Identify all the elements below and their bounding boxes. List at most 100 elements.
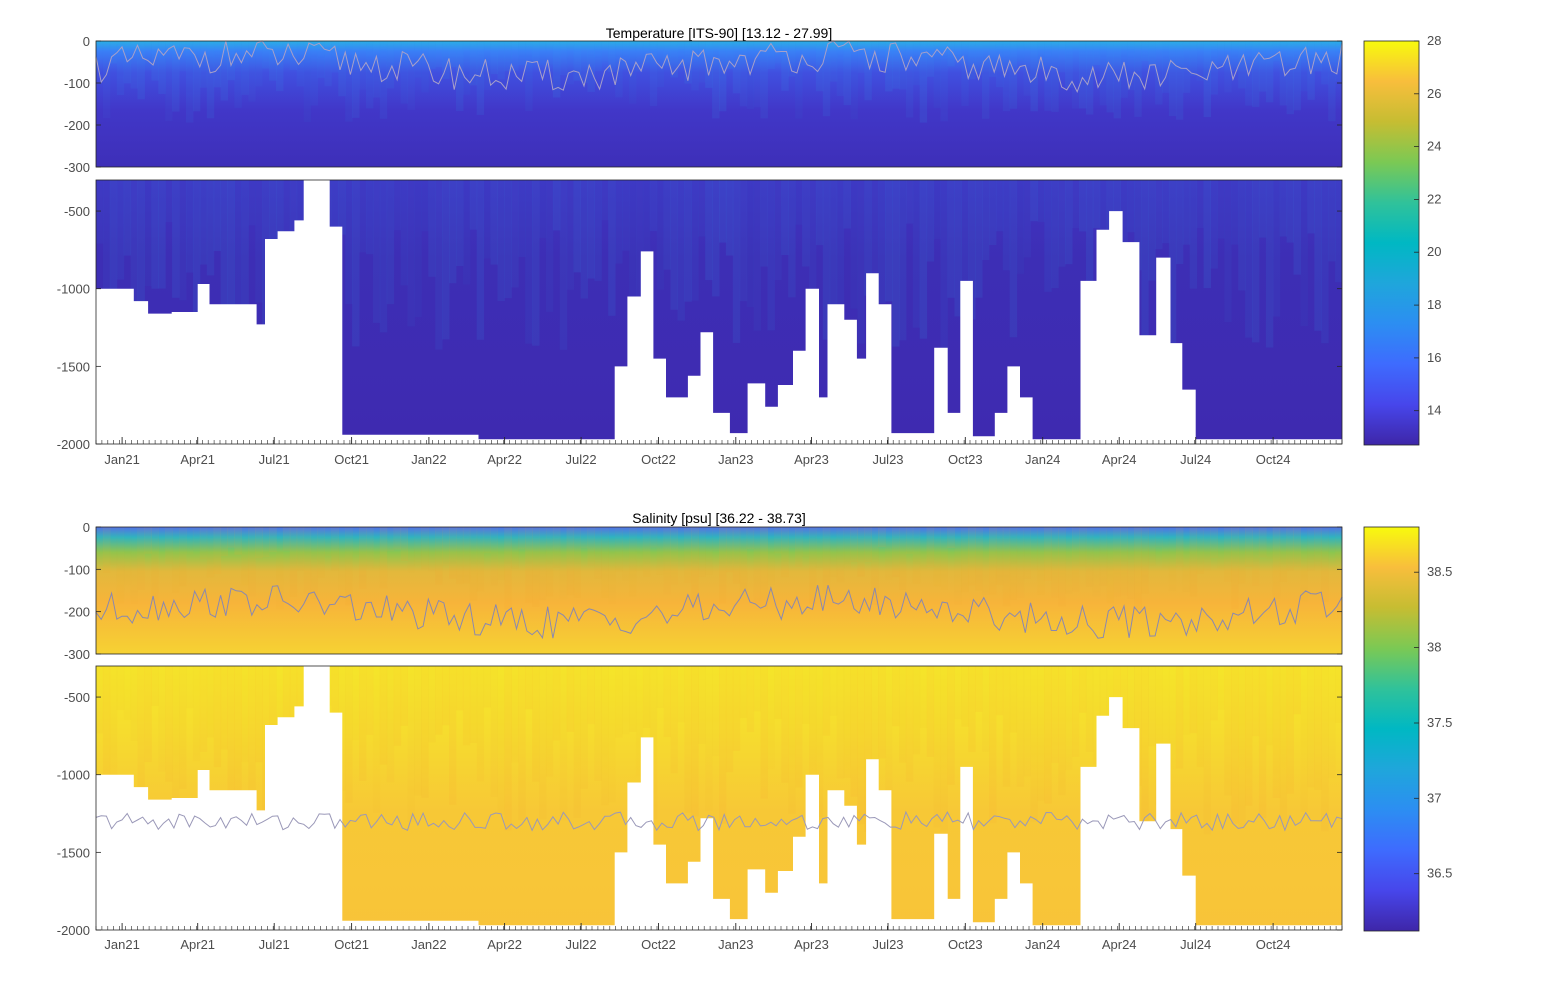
texture-stripe xyxy=(192,41,201,112)
texture-stripe xyxy=(1314,666,1322,790)
texture-stripe xyxy=(1134,41,1142,117)
texture-stripe xyxy=(192,666,201,762)
texture-stripe xyxy=(248,180,256,226)
y-tick-label: -500 xyxy=(64,204,90,219)
texture-stripe xyxy=(1189,41,1198,76)
texture-stripe xyxy=(303,527,312,594)
texture-stripe xyxy=(1335,180,1343,283)
texture-stripe xyxy=(400,527,408,562)
texture-stripe xyxy=(975,666,983,712)
texture-stripe xyxy=(1058,527,1066,607)
texture-stripe xyxy=(926,180,935,262)
texture-stripe xyxy=(961,180,969,300)
texture-stripe xyxy=(435,41,443,68)
texture-stripe xyxy=(608,180,616,316)
texture-stripe xyxy=(186,527,194,555)
texture-stripe xyxy=(276,41,284,92)
texture-stripe xyxy=(753,527,761,605)
texture-stripe xyxy=(947,41,955,67)
texture-stripe xyxy=(1037,666,1045,801)
texture-stripe xyxy=(469,527,478,601)
texture-stripe xyxy=(601,666,609,806)
colorbar-gradient xyxy=(1363,40,1420,446)
texture-stripe xyxy=(158,527,166,550)
texture-stripe xyxy=(629,527,637,597)
colorbar-gradient xyxy=(1363,526,1420,932)
texture-stripe xyxy=(912,180,921,328)
texture-stripe xyxy=(926,527,935,568)
x-tick-label: Oct24 xyxy=(1256,937,1291,952)
texture-stripe xyxy=(739,41,748,107)
texture-stripe xyxy=(1293,527,1301,568)
texture-stripe xyxy=(725,527,734,573)
texture-stripe xyxy=(421,527,429,570)
texture-stripe xyxy=(1265,527,1274,559)
texture-stripe xyxy=(767,527,775,585)
texture-stripe xyxy=(1307,527,1315,571)
texture-stripe xyxy=(809,666,817,802)
texture-stripe xyxy=(269,180,277,250)
texture-stripe xyxy=(1196,666,1204,768)
texture-stripe xyxy=(601,180,609,221)
texture-stripe xyxy=(1252,180,1260,343)
texture-stripe xyxy=(573,41,581,81)
texture-stripe xyxy=(379,527,388,589)
texture-stripe xyxy=(449,180,457,284)
texture-stripe xyxy=(1335,666,1343,723)
texture-stripe xyxy=(815,527,824,568)
texture-stripe xyxy=(1321,41,1329,85)
texture-stripe xyxy=(871,180,879,292)
texture-stripe xyxy=(248,666,256,832)
texture-stripe xyxy=(545,527,554,597)
texture-stripe xyxy=(372,180,381,323)
temperature-chart: Temperature [ITS-90] [13.12 - 27.99] 0 -10… xyxy=(57,25,1442,467)
texture-stripe xyxy=(1203,180,1211,289)
texture-stripe xyxy=(642,666,651,728)
y-tick-label: -1000 xyxy=(57,282,90,297)
texture-stripe xyxy=(795,527,803,567)
texture-stripe xyxy=(712,180,720,297)
colorbar-tick-label: 38.5 xyxy=(1427,564,1452,579)
lower-panel: -500 -1000 -1500 -2000 Jan21 Apr21 Jul21 Oct21 J… xyxy=(57,179,1343,467)
texture-stripe xyxy=(248,41,256,102)
texture-stripe xyxy=(559,41,568,76)
texture-stripe xyxy=(1328,180,1336,262)
texture-stripe xyxy=(504,41,512,71)
texture-stripe xyxy=(1030,666,1038,822)
x-tick-label: Jul22 xyxy=(566,937,597,952)
texture-stripe xyxy=(248,527,256,597)
texture-stripe xyxy=(109,41,118,64)
texture-stripe xyxy=(525,666,533,710)
texture-stripe xyxy=(684,666,692,813)
x-tick-label: Jan23 xyxy=(718,452,753,467)
texture-stripe xyxy=(788,180,796,298)
texture-stripe xyxy=(1168,527,1177,592)
y-tick-label: -2000 xyxy=(57,437,90,452)
texture-stripe xyxy=(1231,666,1239,824)
texture-stripe xyxy=(1127,41,1135,91)
texture-stripe xyxy=(393,41,402,74)
texture-stripe xyxy=(878,180,886,304)
x-tick-label: Oct21 xyxy=(334,452,369,467)
texture-stripe xyxy=(449,666,457,805)
texture-stripe xyxy=(802,666,810,724)
texture-stripe xyxy=(1120,180,1128,265)
texture-stripe xyxy=(622,180,630,251)
texture-stripe xyxy=(1016,180,1025,274)
texture-stripe xyxy=(822,180,831,340)
texture-stripe xyxy=(1279,527,1288,582)
texture-stripe xyxy=(857,666,865,825)
x-tick-label: Apr24 xyxy=(1102,937,1137,952)
texture-stripe xyxy=(781,41,789,91)
texture-stripe xyxy=(885,180,893,302)
texture-stripe xyxy=(1134,666,1142,786)
texture-stripe xyxy=(96,41,104,60)
texture-stripe xyxy=(1321,527,1329,602)
texture-stripe xyxy=(407,527,415,573)
texture-stripe xyxy=(206,41,215,119)
texture-stripe xyxy=(982,180,990,260)
texture-stripe xyxy=(878,666,886,759)
texture-stripe xyxy=(982,527,990,595)
texture-stripe xyxy=(1286,41,1294,115)
texture-stripe xyxy=(892,41,900,89)
